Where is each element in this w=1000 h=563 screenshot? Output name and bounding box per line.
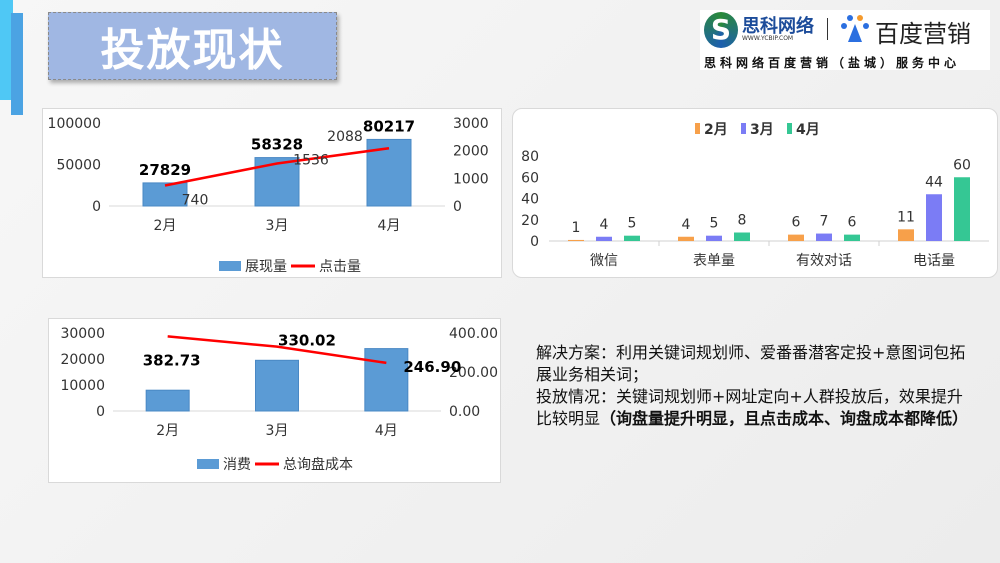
bar-消费 bbox=[255, 359, 299, 412]
bar-2月 bbox=[678, 236, 694, 241]
legend-swatch bbox=[695, 123, 700, 134]
left-tick: 40 bbox=[521, 192, 539, 208]
bar-value-label: 6 bbox=[848, 215, 857, 231]
legend-label: 点击量 bbox=[319, 259, 361, 275]
right-tick: 200.00 bbox=[449, 365, 498, 381]
line-value-label: 382.73 bbox=[143, 351, 201, 369]
result-text: 投放情况：关键词规划师+网址定向+人群投放后，效果提升比较明显（询盘量提升明显，… bbox=[536, 386, 976, 430]
cost-chart: 0 10000 20000 30000 0.00 200.00 400.00 2月 3月 4月 38… bbox=[48, 318, 501, 483]
left-tick: 20000 bbox=[60, 352, 105, 368]
right-tick: 0.00 bbox=[449, 404, 480, 420]
bar-value-label: 60 bbox=[953, 157, 971, 173]
line-总询盘成本 bbox=[167, 335, 387, 365]
bar-4月 bbox=[954, 177, 970, 241]
divider bbox=[827, 18, 828, 40]
right-tick: 3000 bbox=[453, 116, 489, 132]
bar-value-label: 5 bbox=[710, 216, 719, 232]
bar-value-label: 4 bbox=[600, 217, 609, 233]
line-value-label: 1536 bbox=[293, 153, 329, 169]
bar-3月 bbox=[596, 236, 612, 241]
bar-2月 bbox=[568, 239, 584, 241]
page-title: 投放现状 bbox=[48, 12, 337, 80]
category-label: 4月 bbox=[375, 423, 398, 439]
category-label: 电话量 bbox=[913, 253, 955, 269]
baidu-paw-icon bbox=[841, 15, 869, 42]
siko-logo-icon: S bbox=[704, 12, 738, 48]
category-label: 表单量 bbox=[693, 253, 735, 269]
bar-3月 bbox=[706, 235, 722, 241]
bar-value-label: 7 bbox=[820, 214, 829, 230]
bar-消费 bbox=[364, 348, 409, 412]
bar-value-label: 8 bbox=[738, 213, 747, 229]
right-tick: 2000 bbox=[453, 144, 489, 160]
bar-3月 bbox=[816, 233, 832, 241]
bar-value-label: 11 bbox=[897, 209, 915, 225]
category-label: 3月 bbox=[266, 423, 289, 439]
bar-2月 bbox=[898, 229, 914, 241]
legend-label: 总询盘成本 bbox=[283, 456, 353, 473]
bar-展现量 bbox=[142, 182, 188, 207]
bar-value-label: 4 bbox=[682, 217, 691, 233]
bar-value-label: 1 bbox=[572, 220, 581, 236]
bar-value-label: 6 bbox=[792, 215, 801, 231]
bar-4月 bbox=[844, 234, 860, 241]
legend-label: 2月 bbox=[704, 122, 728, 138]
line-value-label: 740 bbox=[182, 193, 209, 209]
accent-bar bbox=[0, 0, 13, 100]
bar-value-label: 80217 bbox=[363, 117, 415, 135]
category-label: 微信 bbox=[590, 253, 618, 269]
legend-label: 4月 bbox=[796, 122, 820, 138]
left-tick: 50000 bbox=[56, 158, 101, 174]
bar-value-label: 5 bbox=[628, 216, 637, 232]
legend-label: 展现量 bbox=[245, 259, 287, 275]
left-tick: 10000 bbox=[60, 378, 105, 394]
bar-消费 bbox=[145, 389, 190, 412]
accent-bar bbox=[11, 13, 23, 115]
legend-swatch bbox=[197, 459, 219, 469]
bar-4月 bbox=[734, 232, 750, 241]
bar-4月 bbox=[624, 235, 640, 241]
left-tick: 0 bbox=[92, 199, 101, 215]
line-value-label: 246.90 bbox=[403, 358, 461, 376]
logo-subtitle: 思科网络百度营销（盐城）服务中心 bbox=[704, 56, 961, 70]
category-label: 2月 bbox=[156, 423, 179, 439]
brand2: 百度营销 bbox=[875, 20, 971, 48]
impressions-chart: 0 50000 100000 0 1000 2000 3000 2月 3月 4月 27829 5832… bbox=[42, 108, 502, 278]
legend-label: 消费 bbox=[223, 457, 251, 473]
left-tick: 80 bbox=[521, 149, 539, 165]
logo: S 思科网络 WWW.YCBIP.COM 百度营销 思科网络百度营销（盐城）服务… bbox=[700, 10, 990, 70]
category-label: 有效对话 bbox=[796, 253, 852, 269]
left-tick: 60 bbox=[521, 170, 539, 186]
left-tick: 0 bbox=[96, 404, 105, 420]
bar-value-label: 44 bbox=[925, 174, 943, 190]
line-点击量 bbox=[164, 146, 390, 187]
left-tick: 0 bbox=[530, 234, 539, 250]
legend-swatch bbox=[787, 123, 792, 134]
legend-label: 3月 bbox=[750, 122, 774, 138]
solution-text: 解决方案：利用关键词规划师、爱番番潜客定投+意图词包拓展业务相关词； bbox=[536, 343, 966, 384]
category-label: 3月 bbox=[266, 218, 289, 234]
left-tick: 100000 bbox=[48, 116, 101, 132]
bar-3月 bbox=[926, 194, 942, 241]
legend-swatch bbox=[741, 123, 746, 134]
right-tick: 1000 bbox=[453, 171, 489, 187]
line-value-label: 2088 bbox=[327, 129, 363, 145]
bar-value-label: 27829 bbox=[139, 161, 191, 179]
left-tick: 20 bbox=[521, 213, 539, 229]
legend-swatch bbox=[219, 261, 241, 271]
result-bold: （询盘量提升明显，且点击成本、询盘成本都降低） bbox=[600, 409, 969, 428]
left-tick: 30000 bbox=[60, 326, 105, 342]
category-label: 2月 bbox=[154, 218, 177, 234]
brand1-url: WWW.YCBIP.COM bbox=[742, 35, 794, 42]
bar-2月 bbox=[788, 234, 804, 241]
right-tick: 400.00 bbox=[449, 326, 498, 342]
line-value-label: 330.02 bbox=[278, 332, 336, 350]
brand1: 思科网络 bbox=[742, 16, 814, 37]
category-label: 4月 bbox=[378, 218, 401, 234]
bar-value-label: 58328 bbox=[251, 136, 303, 154]
right-tick: 0 bbox=[453, 199, 462, 215]
description: 解决方案：利用关键词规划师、爱番番潜客定投+意图词包拓展业务相关词； 投放情况：… bbox=[536, 342, 976, 430]
result-plain: 投放情况：关键词规划师+网址定向+人群投放后，效果提升比较明显 bbox=[536, 387, 963, 428]
conversions-chart: 0 20 40 60 80 微信 1 4 5 表单量 4 5 8 有效对话 6 7 6 电话量 11 44 60 2月 3月… bbox=[512, 108, 998, 278]
